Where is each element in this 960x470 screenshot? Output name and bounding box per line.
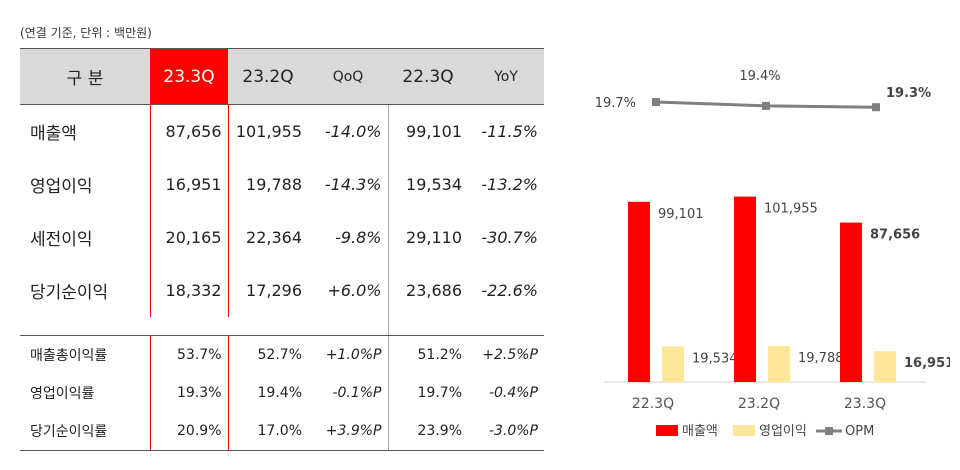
cell-yoy: -22.6%: [481, 281, 538, 300]
header-23-3q: 23.3Q: [150, 48, 228, 105]
cell-qoq: -0.1%P: [332, 385, 382, 401]
cell-22-3q: 19.7%: [387, 374, 468, 412]
operating-profit-data-label: 19,788: [798, 351, 844, 366]
revenue-bar: [628, 201, 650, 382]
cell-qoq: +3.9%P: [308, 412, 388, 451]
x-tick-label: 23.2Q: [738, 396, 780, 412]
cell-23-3q: 18,332: [149, 264, 229, 317]
cell-22-3q: 23,686: [387, 264, 468, 317]
row-label: 당기순이익: [30, 283, 109, 303]
row-label: 매출총이익률: [30, 348, 108, 364]
cell-22-3q: 51.2%: [387, 335, 468, 374]
table-row: 당기순이익 18,332 17,296 +6.0% 23,686 -22.6%: [20, 264, 544, 317]
financial-table: 구 분 23.3Q 23.2Q QoQ 22.3Q YoY 매출액 87,656…: [20, 48, 544, 451]
revenue-data-label: 99,101: [658, 207, 704, 222]
opm-data-label: 19.7%: [595, 96, 636, 111]
cell-yoy: -30.7%: [481, 228, 538, 247]
table-row: 매출총이익률 53.7% 52.7% +1.0%P 51.2% +2.5%P: [20, 335, 544, 374]
cell-23-3q: 20,165: [149, 211, 229, 264]
operating-profit-data-label: 16,951: [904, 356, 950, 371]
table-row: 영업이익 16,951 19,788 -14.3% 19,534 -13.2%: [20, 158, 544, 211]
opm-point: [762, 101, 770, 110]
legend-revenue-swatch: [656, 425, 678, 436]
cell-23-2q: 19,788: [246, 175, 302, 194]
table-row: 당기순이익률 20.9% 17.0% +3.9%P 23.9% -3.0%P: [20, 412, 544, 451]
header-qoq: QoQ: [308, 48, 388, 105]
chart-canvas: 99,101 19,534 22.3Q 101,955 19,788 23.2Q 87,65…: [595, 69, 954, 439]
opm-data-label: 19.4%: [739, 69, 780, 84]
opm-point: [652, 98, 660, 106]
cell-yoy: -13.2%: [481, 175, 538, 194]
revenue-data-label: 87,656: [870, 228, 920, 243]
x-tick-label: 23.3Q: [844, 396, 886, 412]
cell-qoq: -9.8%: [335, 228, 382, 247]
table-row: 영업이익률 19.3% 19.4% -0.1%P 19.7% -0.4%P: [20, 374, 544, 412]
legend-opm-label: OPM: [845, 424, 874, 439]
revenue-bar: [734, 196, 756, 382]
cell-23-3q: 16,951: [149, 158, 229, 211]
cell-23-3q: 19.3%: [149, 374, 229, 412]
table-spacer: [20, 317, 544, 336]
cell-qoq: +1.0%P: [325, 347, 382, 363]
row-label: 당기순이익률: [20, 412, 150, 451]
cell-qoq: +6.0%: [327, 281, 382, 300]
unit-note: (연결 기준, 단위 : 백만원): [20, 26, 152, 40]
row-label: 매출액: [30, 124, 77, 144]
operating-profit-bar: [768, 346, 790, 382]
legend-revenue-label: 매출액: [682, 424, 718, 439]
cell-qoq: -14.3%: [324, 175, 382, 194]
revenue-profit-chart: 99,101 19,534 22.3Q 101,955 19,788 23.2Q 87,65…: [580, 40, 954, 460]
opm-point: [872, 103, 880, 112]
row-label: 영업이익률: [30, 386, 95, 402]
cell-23-2q: 17.0%: [228, 412, 308, 451]
cell-23-2q: 19.4%: [257, 385, 302, 401]
revenue-bar: [840, 222, 862, 382]
row-label: 세전이익: [30, 230, 93, 250]
table-row: 세전이익 20,165 22,364 -9.8% 29,110 -30.7%: [20, 211, 544, 264]
cell-23-3q: 87,656: [149, 104, 229, 158]
header-22-3q: 22.3Q: [388, 48, 468, 105]
operating-profit-bar: [662, 346, 684, 382]
legend-operating-profit-label: 영업이익: [759, 424, 807, 439]
header-category: 구 분: [20, 48, 150, 105]
cell-23-2q: 101,955: [235, 122, 302, 141]
legend-operating-profit-swatch: [733, 425, 755, 436]
cell-23-2q: 52.7%: [257, 347, 302, 363]
opm-data-label: 19.3%: [886, 86, 931, 101]
table-row: 매출액 87,656 101,955 -14.0% 99,101 -11.5%: [20, 104, 544, 158]
cell-22-3q: 23.9%: [387, 412, 468, 451]
row-label: 영업이익: [30, 177, 93, 197]
cell-23-2q: 17,296: [246, 281, 302, 300]
operating-profit-data-label: 19,534: [692, 351, 738, 366]
cell-22-3q: 99,101: [387, 104, 468, 158]
table-header-row: 구 분 23.3Q 23.2Q QoQ 22.3Q YoY: [20, 48, 544, 105]
header-23-2q: 23.2Q: [228, 48, 308, 105]
cell-22-3q: 29,110: [387, 211, 468, 264]
cell-qoq: -14.0%: [324, 122, 382, 141]
cell-23-2q: 22,364: [246, 228, 302, 247]
x-tick-label: 22.3Q: [632, 396, 674, 412]
revenue-data-label: 101,955: [764, 202, 818, 217]
header-yoy: YoY: [468, 48, 544, 105]
operating-profit-bar: [874, 351, 896, 382]
cell-23-3q: 53.7%: [149, 335, 229, 374]
cell-yoy: -11.5%: [481, 122, 538, 141]
cell-yoy: -3.0%P: [468, 412, 544, 451]
cell-yoy: +2.5%P: [482, 347, 538, 363]
cell-22-3q: 19,534: [387, 158, 468, 211]
cell-23-3q: 20.9%: [149, 412, 229, 451]
legend-opm-marker: [825, 427, 833, 435]
cell-yoy: -0.4%P: [488, 385, 538, 401]
